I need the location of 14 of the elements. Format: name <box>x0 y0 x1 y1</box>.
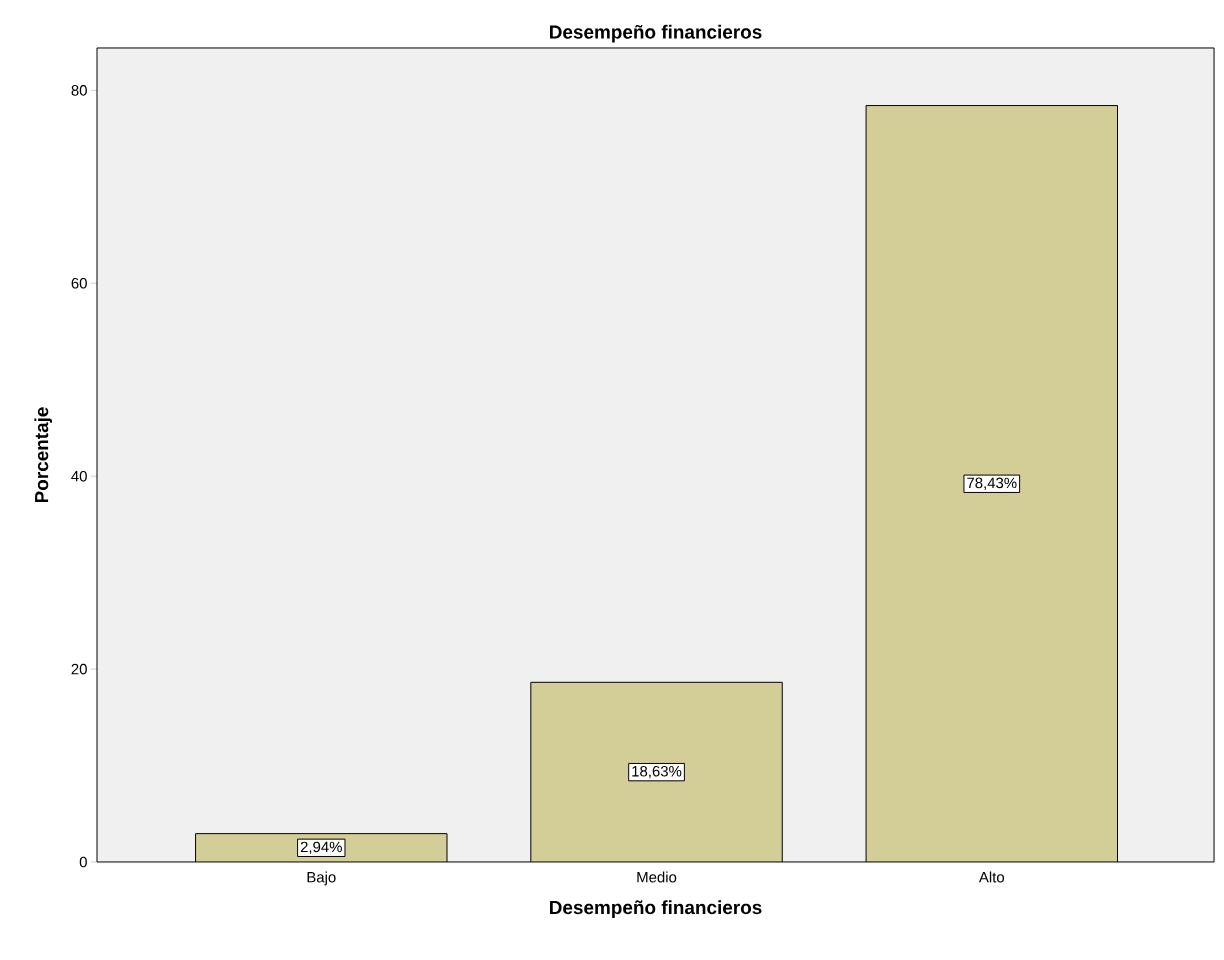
y-tick-label: 20 <box>71 663 87 675</box>
y-tick-label: 60 <box>71 278 87 289</box>
x-tick-label: Bajo <box>307 871 336 886</box>
data-label: 78,43% <box>967 477 1017 490</box>
x-axis-title: Desempeño financieros <box>550 900 762 918</box>
x-tick-label: Medio <box>637 871 677 883</box>
y-tick-label: 0 <box>79 856 87 868</box>
y-tick-label: 40 <box>71 470 87 482</box>
x-tick-label: Alto <box>978 871 1005 883</box>
data-label: 2,94% <box>300 841 342 854</box>
y-axis-title: Porcentaje <box>34 407 53 503</box>
y-tick-label: 80 <box>71 85 87 96</box>
chart-title: Desempeño financieros <box>550 24 762 43</box>
data-label: 18,63% <box>632 765 682 779</box>
